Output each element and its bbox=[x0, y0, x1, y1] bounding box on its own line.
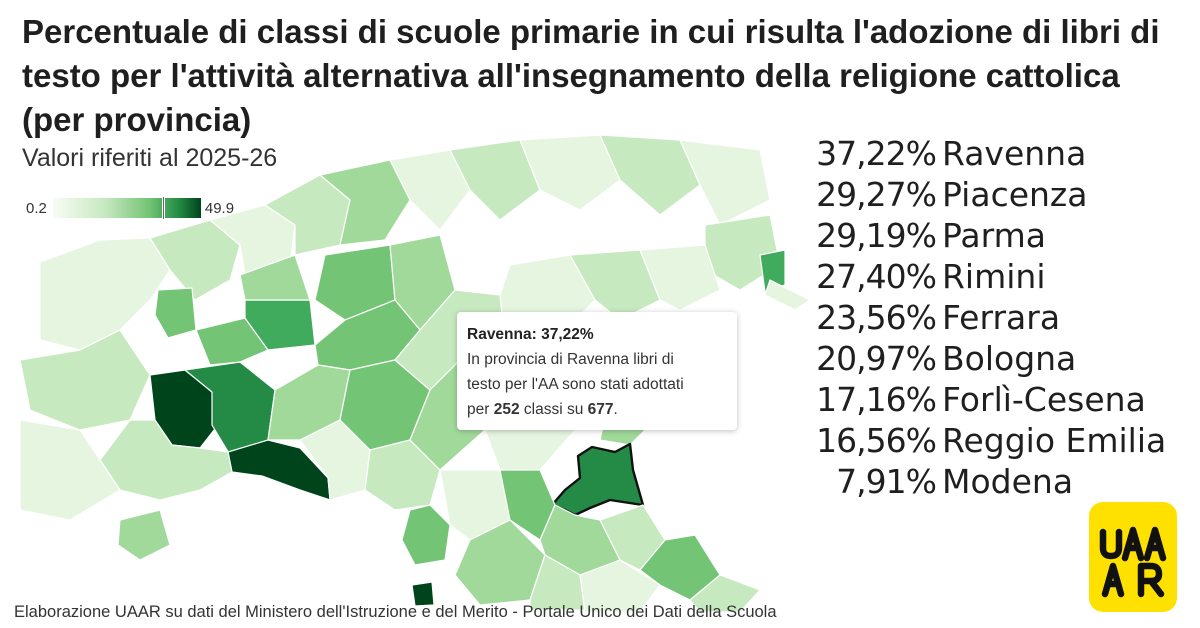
tooltip-text: per bbox=[467, 401, 494, 418]
legend-max-label: 49.9 bbox=[204, 199, 235, 217]
tooltip-line: In provincia di Ravenna libri di bbox=[467, 351, 674, 368]
ranking-province-name: Parma bbox=[942, 216, 1046, 255]
province-ranking-list: 37,22% Ravenna 29,27% Piacenza 29,19% Parma… bbox=[812, 133, 1166, 502]
province-region[interactable] bbox=[764, 279, 811, 311]
legend-gradient-bar bbox=[52, 196, 201, 220]
chart-title: Percentuale di classi di scuole primarie… bbox=[22, 13, 1160, 138]
province-region[interactable] bbox=[401, 504, 451, 566]
ranking-province-name: Ravenna bbox=[942, 134, 1087, 173]
tooltip-classes-total: 677 bbox=[587, 401, 614, 418]
ranking-percentage: 23,56% bbox=[816, 298, 937, 337]
ranking-province-name: Rimini bbox=[942, 257, 1046, 296]
chart-subtitle: Valori riferiti al 2025-26 bbox=[22, 144, 278, 172]
province-region[interactable] bbox=[579, 559, 661, 613]
ranking-row: 20,97% Bologna bbox=[812, 338, 1166, 379]
ranking-province-name: Reggio Emilia bbox=[942, 421, 1167, 460]
ranking-province-name: Forlì-Cesena bbox=[942, 380, 1146, 419]
province-region[interactable] bbox=[639, 244, 721, 311]
ranking-row: 29,19% Parma bbox=[812, 215, 1166, 256]
ranking-row: 23,56% Ferrara bbox=[812, 297, 1166, 338]
uaar-logo-glyphs bbox=[1099, 526, 1167, 598]
tooltip-classes-adopted: 252 bbox=[493, 401, 520, 418]
ranking-row: 7,91% Modena bbox=[812, 461, 1166, 502]
ranking-province-name: Piacenza bbox=[942, 175, 1088, 214]
ranking-row: 16,56% Reggio Emilia bbox=[812, 420, 1166, 461]
ranking-percentage: 20,97% bbox=[816, 339, 937, 378]
map-tooltip: Ravenna: 37,22% In provincia di Ravenna … bbox=[457, 312, 737, 430]
province-region[interactable] bbox=[39, 237, 171, 351]
ranking-row: 17,16% Forlì-Cesena bbox=[812, 379, 1166, 420]
province-region[interactable] bbox=[239, 254, 311, 301]
ranking-percentage: 16,56% bbox=[816, 421, 937, 460]
province-region[interactable] bbox=[19, 329, 151, 431]
ranking-percentage: 17,16% bbox=[816, 380, 937, 419]
province-region[interactable] bbox=[689, 574, 761, 613]
province-region[interactable] bbox=[529, 554, 586, 611]
province-region[interactable] bbox=[19, 419, 121, 521]
source-note: Elaborazione UAAR su dati del Ministero … bbox=[14, 603, 777, 621]
uaar-logo bbox=[1089, 502, 1177, 612]
ranking-province-name: Bologna bbox=[942, 339, 1077, 378]
province-region[interactable] bbox=[117, 509, 171, 561]
ranking-row: 37,22% Ravenna bbox=[812, 133, 1166, 174]
tooltip-heading: Ravenna: 37,22% bbox=[467, 326, 594, 343]
tooltip-text: . bbox=[613, 401, 618, 418]
ranking-row: 29,27% Piacenza bbox=[812, 174, 1166, 215]
province-region[interactable] bbox=[411, 581, 435, 607]
color-legend: 0.2 49.9 bbox=[26, 196, 234, 220]
province-region[interactable] bbox=[679, 139, 771, 226]
ranking-percentage: 29,27% bbox=[816, 175, 937, 214]
legend-value-marker bbox=[161, 196, 165, 220]
province-region[interactable] bbox=[449, 139, 541, 221]
ranking-row: 27,40% Rimini bbox=[812, 256, 1166, 297]
ranking-percentage: 29,19% bbox=[816, 216, 937, 255]
province-region[interactable] bbox=[599, 134, 701, 216]
tooltip-line: per 252 classi su 677. bbox=[467, 397, 727, 422]
province-region[interactable] bbox=[154, 287, 197, 339]
province-region[interactable] bbox=[389, 149, 471, 231]
legend-min-label: 0.2 bbox=[26, 199, 47, 217]
ranking-percentage: 7,91% bbox=[836, 462, 937, 501]
ranking-province-name: Modena bbox=[942, 462, 1074, 501]
tooltip-line: testo per l'AA sono stati adottati bbox=[467, 376, 684, 393]
province-region[interactable] bbox=[195, 317, 269, 366]
province-region[interactable] bbox=[519, 134, 621, 211]
ranking-province-name: Ferrara bbox=[942, 298, 1061, 337]
ranking-percentage: 37,22% bbox=[816, 134, 937, 173]
province-ravenna[interactable] bbox=[550, 442, 645, 517]
province-region[interactable] bbox=[759, 249, 786, 293]
ranking-percentage: 27,40% bbox=[816, 257, 937, 296]
province-region[interactable] bbox=[569, 249, 661, 321]
tooltip-text: classi su bbox=[519, 401, 588, 418]
